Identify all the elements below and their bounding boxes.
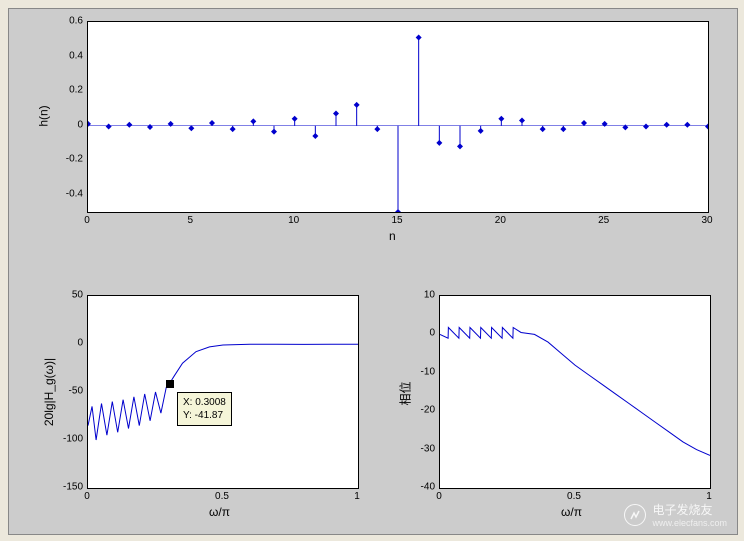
- watermark-text: 电子发烧友: [652, 503, 712, 517]
- bl-xlabel: ω/π: [209, 505, 230, 519]
- br-xlabel: ω/π: [561, 505, 582, 519]
- top-ylabel: h(n): [37, 105, 51, 126]
- bl-ylabel: 20lg|H_g(ω)|: [42, 352, 56, 432]
- top-plot-svg: [88, 22, 708, 212]
- datatip-x: X: 0.3008: [183, 396, 226, 409]
- watermark-url: www.elecfans.com: [652, 518, 727, 528]
- br-ylabel: 相位: [397, 381, 414, 405]
- datatip-box[interactable]: X: 0.3008 Y: -41.87: [177, 392, 232, 426]
- bl-magnitude-plot: X: 0.3008 Y: -41.87: [87, 295, 359, 489]
- watermark: 电子发烧友 www.elecfans.com: [624, 501, 727, 528]
- top-stem-plot: [87, 21, 709, 213]
- br-plot-svg: [440, 296, 710, 488]
- top-xlabel: n: [389, 229, 396, 243]
- figure-area: n h(n) 051015202530 -0.4-0.200.20.40.6 X…: [8, 8, 738, 535]
- br-phase-plot: [439, 295, 711, 489]
- logo-icon: [624, 504, 646, 526]
- datatip-y: Y: -41.87: [183, 409, 226, 422]
- datatip-marker[interactable]: [166, 380, 174, 388]
